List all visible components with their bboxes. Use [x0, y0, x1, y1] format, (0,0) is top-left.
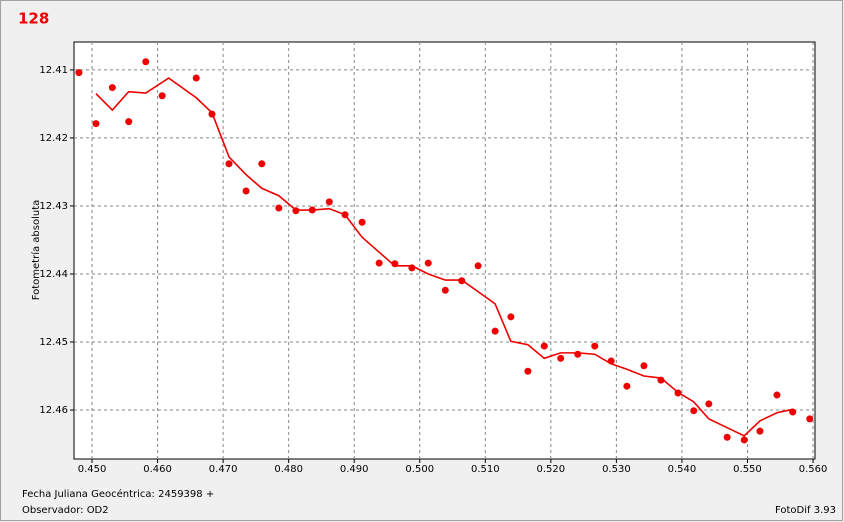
y-tick-label: 12.43	[39, 201, 68, 212]
y-tick-label: 12.44	[39, 269, 68, 280]
data-point	[773, 391, 781, 399]
trend-line	[95, 77, 793, 437]
data-point	[690, 407, 698, 415]
x-tick-label: 0.480	[274, 464, 303, 475]
data-point	[756, 427, 764, 435]
x-tick-label: 0.470	[209, 464, 238, 475]
data-point	[524, 367, 532, 375]
software: FotoDif 3.93	[775, 505, 836, 516]
y-tick-label: 12.42	[39, 133, 68, 144]
observer: Observador: OD2	[22, 505, 109, 516]
x-tick-label: 0.520	[537, 464, 566, 475]
y-tick-label: 12.41	[39, 65, 68, 76]
x-tick-label: 0.500	[405, 464, 434, 475]
data-point	[242, 187, 250, 195]
y-axis-label: Fotometría absoluta	[30, 200, 42, 301]
x-tick-label: 0.490	[340, 464, 369, 475]
data-point	[507, 313, 515, 321]
y-tick-label: 12.46	[39, 405, 68, 416]
x-tick-label: 0.540	[668, 464, 697, 475]
data-point	[192, 74, 200, 82]
plot-area	[73, 41, 816, 460]
data-point	[92, 120, 100, 128]
data-point	[491, 327, 499, 335]
x-axis-label: Fecha Juliana Geocéntrica: 2459398 +	[22, 488, 214, 500]
x-tick-label: 0.450	[78, 464, 107, 475]
data-point	[540, 342, 548, 350]
data-point	[75, 69, 83, 77]
y-tick-label: 12.45	[39, 337, 68, 348]
x-tick-label: 0.550	[733, 464, 762, 475]
data-point	[591, 342, 599, 350]
data-point	[125, 118, 133, 126]
data-point	[375, 259, 383, 267]
data-point	[623, 382, 631, 390]
data-point	[640, 362, 648, 370]
data-point	[258, 160, 266, 168]
data-point	[740, 436, 748, 444]
data-point	[557, 354, 565, 362]
data-point	[275, 204, 283, 212]
data-point	[441, 286, 449, 294]
data-point	[225, 160, 233, 168]
data-point	[705, 400, 713, 408]
chart-title: 128	[18, 10, 49, 28]
data-point	[574, 350, 582, 358]
data-point	[142, 58, 150, 66]
x-tick-label: 0.460	[143, 464, 172, 475]
x-tick-label: 0.560	[799, 464, 828, 475]
data-point	[158, 92, 166, 100]
data-point	[358, 218, 366, 226]
data-point	[806, 415, 814, 423]
data-point	[108, 84, 116, 92]
data-point	[723, 433, 731, 441]
data-point	[325, 198, 333, 206]
x-tick-label: 0.510	[471, 464, 500, 475]
data-point	[474, 262, 482, 270]
data-point	[424, 259, 432, 267]
x-tick-label: 0.530	[602, 464, 631, 475]
